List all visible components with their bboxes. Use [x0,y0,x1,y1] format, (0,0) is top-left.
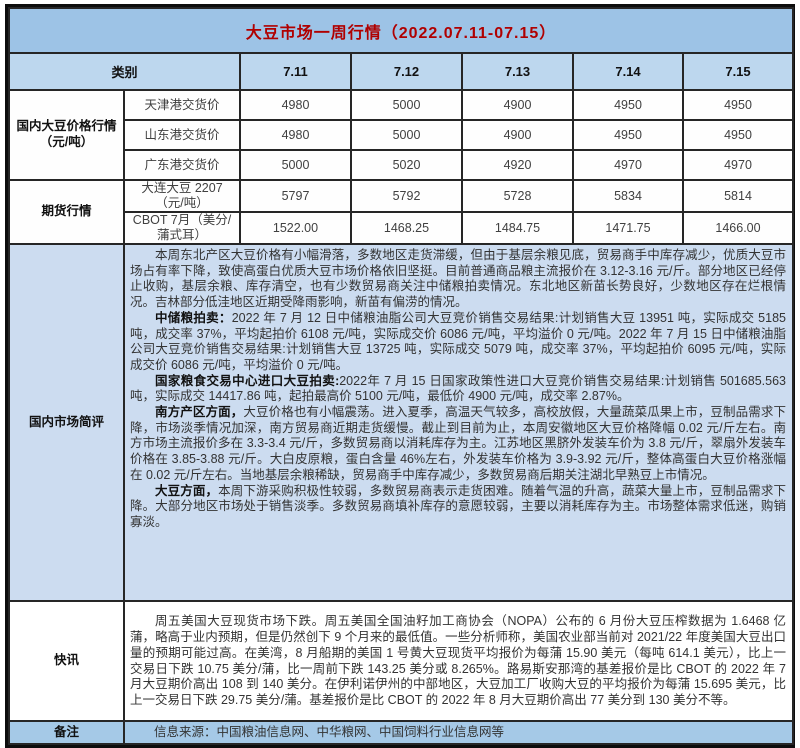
note-text: 信息来源：中国粮油信息网、中华粮网、中国饲料行业信息网等 [154,724,505,739]
review-paragraph: 中储粮拍卖：2022 年 7 月 12 日中储粮油脂公司大豆竞价销售交易结果:计… [130,310,786,372]
title-cell: 大豆市场一周行情（2022.07.11-07.15） [8,7,794,54]
cell-value: 1468.25 [350,211,463,245]
price-row-shandong: 山东港交货价 4980 5000 4900 4950 4950 [9,119,794,151]
header-date-2: 7.12 [350,52,463,91]
cell-value: 5020 [350,149,463,181]
cell-value: 1466.00 [682,211,794,245]
news-label-cell: 快讯 [8,600,125,722]
cell-value: 4950 [682,89,794,121]
cell-value: 4950 [682,119,794,151]
cell-value: 1484.75 [461,211,574,245]
cell-value: 4970 [682,149,794,181]
cell-value: 1471.75 [572,211,684,245]
note-section: 备注 信息来源：中国粮油信息网、中华粮网、中国饲料行业信息网等 [8,720,794,745]
cell-value: 4900 [461,119,574,151]
prices-group-label: 国内大豆价格行情（元/吨） [8,89,125,181]
header-category: 类别 [8,52,241,91]
price-row-tianjin: 国内大豆价格行情（元/吨） 天津港交货价 4980 5000 4900 4950… [8,89,794,181]
review-paragraph: 本周东北产区大豆价格有小幅滑落，多数地区走货滞缓，但由于基层余粮见底，贸易商手中… [130,248,786,310]
page-title: 大豆市场一周行情（2022.07.11-07.15） [245,24,557,42]
review-content: 本周东北产区大豆价格有小幅滑落，多数地区走货滞缓，但由于基层余粮见底，贸易商手中… [123,243,794,602]
review-label-cell: 国内市场简评 [8,243,125,602]
row-label: 天津港交货价 [123,89,241,121]
row-label: 广东港交货价 [123,149,241,181]
cell-value: 5000 [350,89,463,121]
note-label-cell: 备注 [8,720,125,745]
cell-value: 5728 [461,179,574,213]
review-section: 国内市场简评 本周东北产区大豆价格有小幅滑落，多数地区走货滞缓，但由于基层余粮见… [8,243,794,602]
futures-row-cbot: CBOT 7月（美分/蒲式耳） 1522.00 1468.25 1484.75 … [9,211,794,245]
cell-value: 4970 [572,149,684,181]
cell-value: 4950 [572,119,684,151]
report-table: 大豆市场一周行情（2022.07.11-07.15） 类别 7.11 7.12 … [8,7,794,745]
cell-value: 5797 [239,179,352,213]
header-date-3: 7.13 [461,52,574,91]
column-header-row: 类别 7.11 7.12 7.13 7.14 7.15 [8,52,794,91]
news-paragraph: 周五美国大豆现货市场下跌。周五美国全国油籽加工商协会（NOPA）公布的 6 月份… [130,614,786,707]
news-section: 快讯 周五美国大豆现货市场下跌。周五美国全国油籽加工商协会（NOPA）公布的 6… [8,600,794,722]
cell-value: 5834 [572,179,684,213]
header-date-1: 7.11 [239,52,352,91]
row-label: 大连大豆 2207（元/吨） [123,179,241,213]
cell-value: 4920 [461,149,574,181]
cell-value: 4980 [239,119,352,151]
header-date-5: 7.15 [682,52,794,91]
cell-value: 1522.00 [239,211,352,245]
review-paragraph: 南方产区方面，大豆价格也有小幅震荡。进入夏季，高温天气较多，高校放假，大量蔬菜瓜… [130,405,786,482]
futures-group-label: 期货行情 [8,179,125,245]
header-date-4: 7.14 [572,52,684,91]
soybean-weekly-report: 大豆市场一周行情（2022.07.11-07.15） 类别 7.11 7.12 … [5,4,795,748]
cell-value: 5792 [350,179,463,213]
cell-value: 4980 [239,89,352,121]
futures-row-dalian: 期货行情 大连大豆 2207（元/吨） 5797 5792 5728 5834 … [8,179,794,245]
cell-value: 4900 [461,89,574,121]
price-row-guangdong: 广东港交货价 5000 5020 4920 4970 4970 [9,149,794,181]
cell-value: 5000 [350,119,463,151]
note-content: 信息来源：中国粮油信息网、中华粮网、中国饲料行业信息网等 [123,720,794,745]
row-label: CBOT 7月（美分/蒲式耳） [123,211,241,245]
cell-value: 5814 [682,179,794,213]
title-row: 大豆市场一周行情（2022.07.11-07.15） [8,7,794,54]
news-content: 周五美国大豆现货市场下跌。周五美国全国油籽加工商协会（NOPA）公布的 6 月份… [123,600,794,722]
cell-value: 4950 [572,89,684,121]
cell-value: 5000 [239,149,352,181]
row-label: 山东港交货价 [123,119,241,151]
review-paragraph: 国家粮食交易中心进口大豆拍卖:2022年 7 月 15 日国家政策性进口大豆竞价… [130,373,786,404]
review-paragraph: 大豆方面，本周下游采购积极性较弱，多数贸易商表示走货困难。随着气温的升高，蔬菜大… [130,483,786,529]
